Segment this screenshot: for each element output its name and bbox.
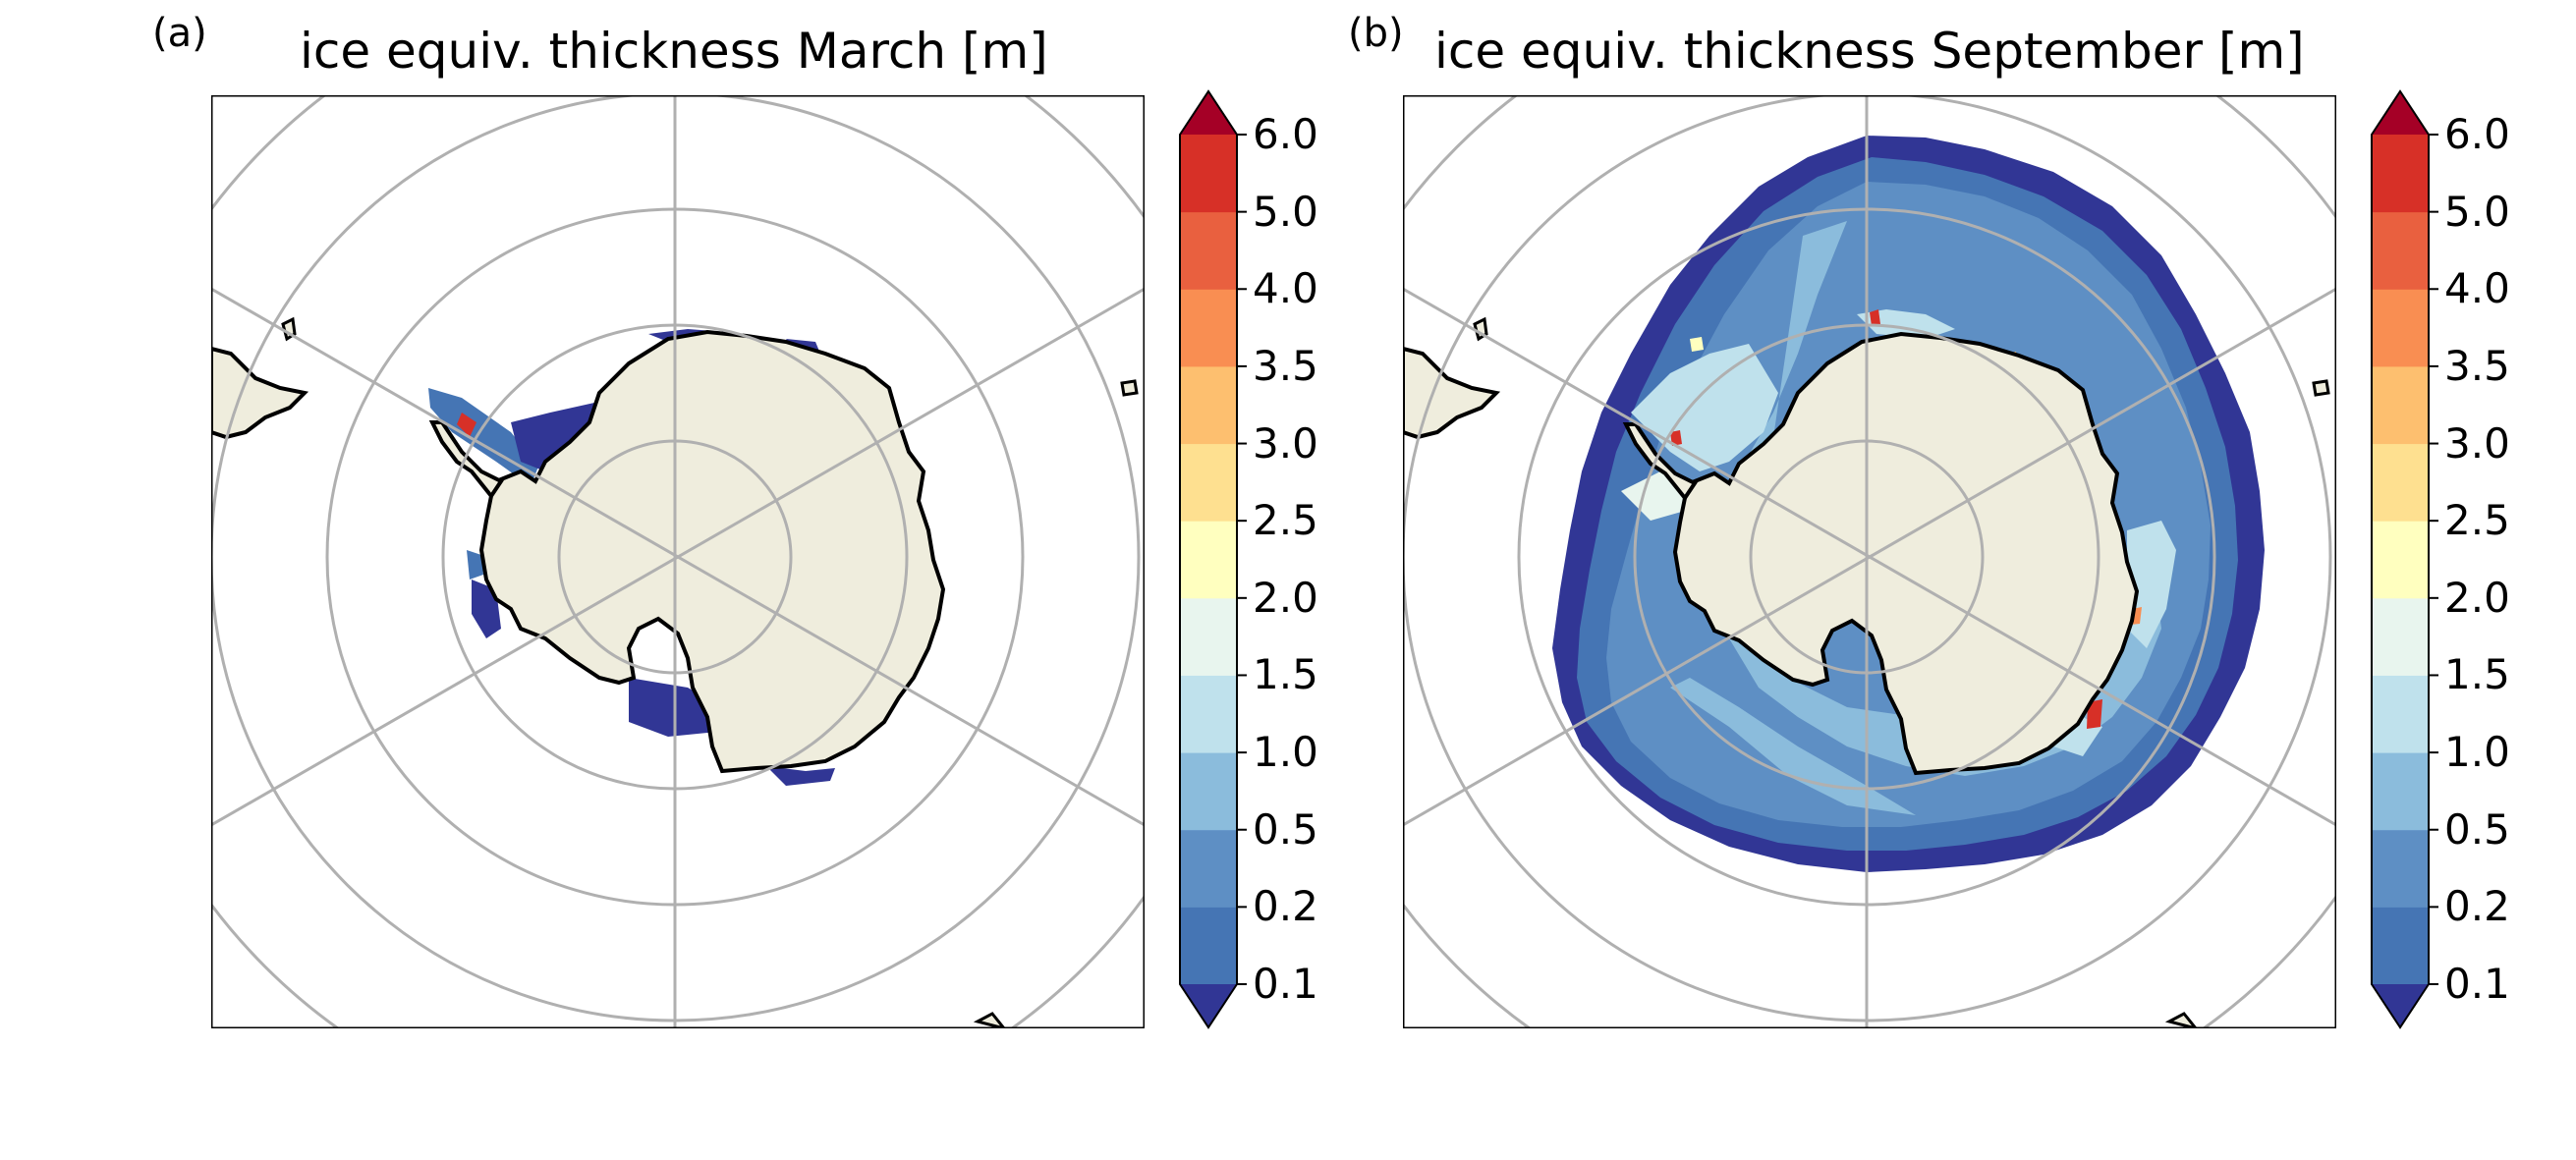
colorbar-bin-a-1 [1180, 829, 1237, 908]
colorbar-tick-label-a-1: 0.2 [1253, 882, 1318, 931]
colorbar-bin-b-8 [2372, 289, 2429, 367]
colorbar-extend-high-a [1180, 91, 1237, 135]
colorbar-tick-label-b-11: 6.0 [2444, 110, 2510, 158]
colorbar-bin-a-5 [1180, 521, 1237, 599]
colorbar-tick-label-b-0: 0.1 [2444, 960, 2510, 1008]
map-panel-b [1403, 95, 2336, 1028]
map-panel-a [211, 95, 1145, 1028]
graticule-b [1403, 95, 2336, 1028]
colorbar-tick-label-a-8: 3.5 [1253, 341, 1318, 390]
colorbar-bin-b-10 [2372, 135, 2429, 213]
colorbar-bin-b-7 [2372, 365, 2429, 445]
panel-a-label: (a) [152, 11, 207, 56]
colorbar-bin-b-5 [2372, 521, 2429, 599]
colorbar-bin-a-4 [1180, 597, 1237, 676]
antarctic-peninsula-a [428, 420, 504, 500]
colorbar-extend-low-b [2372, 984, 2429, 1027]
colorbar-tick-label-b-7: 3.0 [2444, 418, 2510, 468]
graticule-a [211, 95, 1145, 1028]
colorbar-tick-label-b-4: 1.5 [2444, 650, 2510, 699]
colorbar-tick-label-b-10: 5.0 [2444, 187, 2510, 236]
colorbar-tick-label-a-2: 0.5 [1253, 804, 1318, 854]
colorbar-bin-a-10 [1180, 135, 1237, 213]
colorbar-tick-label-a-0: 0.1 [1253, 960, 1318, 1008]
colorbar-tick-label-a-5: 2.0 [1253, 573, 1318, 622]
colorbar-tick-label-a-9: 4.0 [1253, 264, 1318, 313]
colorbar-bin-a-8 [1180, 289, 1237, 367]
colorbar-extend-low-a [1180, 984, 1237, 1027]
colorbar-bin-b-6 [2372, 443, 2429, 522]
antarctic-peninsula-b [1622, 422, 1698, 502]
colorbar-tick-label-a-11: 6.0 [1253, 110, 1318, 158]
colorbar-tick-label-b-3: 1.0 [2444, 728, 2510, 777]
colorbar-a [1179, 89, 1247, 1029]
antarctica-land-a [478, 329, 946, 774]
island-a-bottom [973, 1012, 1006, 1028]
colorbar-bin-b-2 [2372, 752, 2429, 831]
colorbar-tick-label-b-5: 2.0 [2444, 573, 2510, 622]
colorbar-tick-label-a-4: 1.5 [1253, 650, 1318, 699]
colorbar-tick-label-b-9: 4.0 [2444, 264, 2510, 313]
island-b-right [2312, 379, 2330, 397]
colorbar-bin-b-1 [2372, 829, 2429, 908]
colorbar-tick-label-b-1: 0.2 [2444, 882, 2510, 931]
panel-a-title: ice equiv. thickness March [m] [300, 23, 1048, 80]
colorbar-tick-label-b-6: 2.5 [2444, 496, 2510, 545]
colorbar-bin-a-3 [1180, 675, 1237, 753]
colorbar-bin-a-9 [1180, 211, 1237, 290]
antarctica-land-b [1672, 331, 2140, 776]
island-a-right [1120, 379, 1139, 397]
colorbar-tick-label-a-3: 1.0 [1253, 728, 1318, 777]
colorbar-bin-a-0 [1180, 907, 1237, 985]
colorbar-tick-label-a-7: 3.0 [1253, 418, 1318, 468]
panel-b-title: ice equiv. thickness September [m] [1434, 23, 2305, 80]
panel-b-label: (b) [1348, 11, 1404, 56]
colorbar-bin-a-7 [1180, 365, 1237, 445]
colorbar-bin-b-4 [2372, 597, 2429, 676]
colorbar-tick-label-a-6: 2.5 [1253, 496, 1318, 545]
colorbar-b [2371, 89, 2438, 1029]
island-b-bottom [2164, 1012, 2198, 1028]
colorbar-extend-high-b [2372, 91, 2429, 135]
colorbar-bin-a-2 [1180, 752, 1237, 831]
colorbar-tick-label-b-8: 3.5 [2444, 341, 2510, 390]
colorbar-bin-b-3 [2372, 675, 2429, 753]
colorbar-bin-a-6 [1180, 443, 1237, 522]
colorbar-bin-b-9 [2372, 211, 2429, 290]
colorbar-tick-label-a-10: 5.0 [1253, 187, 1318, 236]
colorbar-bin-b-0 [2372, 907, 2429, 985]
colorbar-tick-label-b-2: 0.5 [2444, 804, 2510, 854]
